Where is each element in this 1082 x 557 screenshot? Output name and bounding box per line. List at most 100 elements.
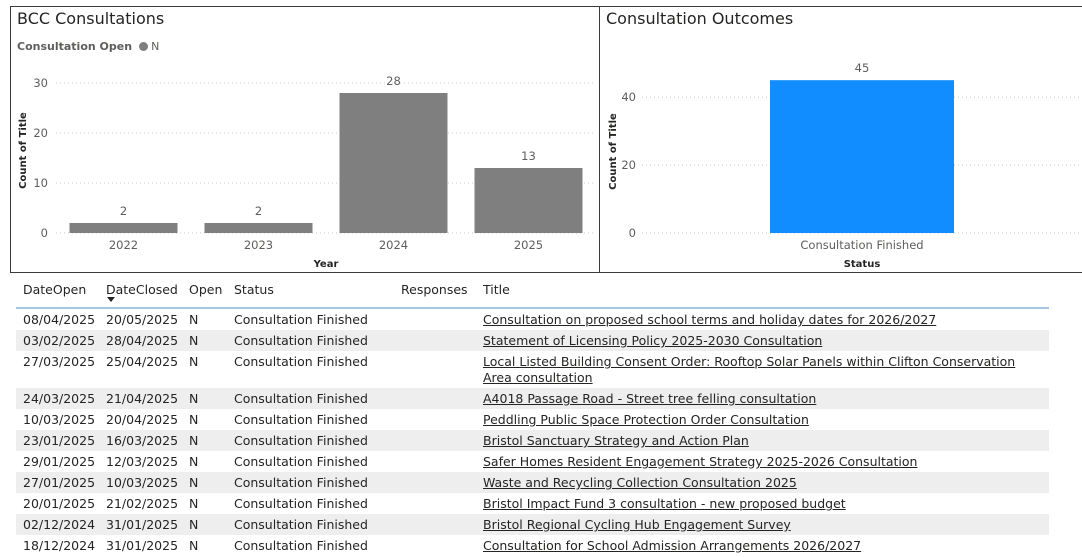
- cell-title[interactable]: Peddling Public Space Protection Order C…: [476, 409, 1049, 430]
- title-link[interactable]: Waste and Recycling Collection Consultat…: [483, 475, 797, 490]
- column-header-dateopen[interactable]: DateOpen: [23, 282, 87, 297]
- column-header-status[interactable]: Status: [234, 282, 274, 297]
- legend-item[interactable]: N: [151, 40, 160, 53]
- cell-dateclosed: 10/03/2025: [106, 475, 179, 490]
- column-header-dateclosed[interactable]: DateClosed: [99, 276, 182, 308]
- cell-dateclosed: 31/01/2025: [106, 538, 179, 553]
- table-row[interactable]: 18/12/2024 31/01/2025 N Consultation Finish…: [16, 535, 1049, 556]
- cell-responses: [394, 535, 476, 556]
- y-axis-title: Count of Title: [18, 112, 29, 189]
- cell-status: Consultation Finished: [234, 496, 368, 511]
- title-link[interactable]: Bristol Sanctuary Strategy and Action Pl…: [483, 433, 749, 448]
- bar[interactable]: [69, 223, 178, 233]
- consultations-table: DateOpen DateClosed Open Status Response…: [16, 276, 1049, 556]
- cell-title[interactable]: Consultation for School Admission Arrang…: [476, 535, 1049, 556]
- column-header-title[interactable]: Title: [483, 282, 510, 297]
- data-label: 2: [120, 204, 127, 218]
- cell-open: N: [189, 412, 199, 427]
- cell-responses: [394, 308, 476, 330]
- y-tick-label: 0: [629, 226, 636, 240]
- bar[interactable]: [474, 168, 583, 233]
- cell-dateopen: 24/03/2025: [23, 391, 96, 406]
- bar[interactable]: [339, 93, 448, 233]
- data-label: 45: [855, 61, 870, 75]
- cell-dateopen: 27/03/2025: [23, 354, 96, 369]
- table-row[interactable]: 27/03/2025 25/04/2025 N Consultation Finish…: [16, 351, 1049, 388]
- cell-dateclosed: 20/04/2025: [106, 412, 179, 427]
- consultation-outcomes-visual[interactable]: Consultation Outcomes 0 20 40 45 Consultatio…: [599, 6, 1082, 273]
- x-tick-label: Consultation Finished: [800, 238, 923, 252]
- data-label: 13: [521, 149, 536, 163]
- table-row[interactable]: 24/03/2025 21/04/2025 N Consultation Finish…: [16, 388, 1049, 409]
- table-row[interactable]: 29/01/2025 12/03/2025 N Consultation Finish…: [16, 451, 1049, 472]
- cell-open: N: [189, 391, 199, 406]
- bar[interactable]: [204, 223, 313, 233]
- cell-responses: [394, 430, 476, 451]
- x-axis-title: Year: [313, 259, 339, 270]
- cell-status: Consultation Finished: [234, 333, 368, 348]
- table-row[interactable]: 10/03/2025 20/04/2025 N Consultation Finish…: [16, 409, 1049, 430]
- table-row[interactable]: 27/01/2025 10/03/2025 N Consultation Finish…: [16, 472, 1049, 493]
- cell-title[interactable]: A4018 Passage Road - Street tree felling…: [476, 388, 1049, 409]
- title-link[interactable]: Safer Homes Resident Engagement Strategy…: [483, 454, 918, 469]
- title-link[interactable]: Consultation on proposed school terms an…: [483, 312, 937, 327]
- bar-chart-status: 0 20 40 45 Consultation Finished Status Count …: [608, 61, 1082, 270]
- y-axis-title: Count of Title: [608, 113, 619, 190]
- cell-responses: [394, 351, 476, 388]
- title-link[interactable]: Bristol Regional Cycling Hub Engagement …: [483, 517, 791, 532]
- legend-title: Consultation Open: [17, 40, 133, 53]
- cell-title[interactable]: Bristol Impact Fund 3 consultation - new…: [476, 493, 1049, 514]
- title-link[interactable]: Peddling Public Space Protection Order C…: [483, 412, 809, 427]
- cell-title[interactable]: Local Listed Building Consent Order: Roo…: [476, 351, 1049, 388]
- bcc-consultations-visual[interactable]: BCC Consultations Consultation Open N 0 10…: [10, 6, 600, 273]
- title-link[interactable]: A4018 Passage Road - Street tree felling…: [483, 391, 817, 406]
- cell-status: Consultation Finished: [234, 391, 368, 406]
- table-row[interactable]: 08/04/2025 20/05/2025 N Consultation Finish…: [16, 308, 1049, 330]
- cell-dateclosed: 25/04/2025: [106, 354, 179, 369]
- table-row[interactable]: 20/01/2025 21/02/2025 N Consultation Finish…: [16, 493, 1049, 514]
- cell-title[interactable]: Bristol Sanctuary Strategy and Action Pl…: [476, 430, 1049, 451]
- cell-title[interactable]: Statement of Licensing Policy 2025-2030 …: [476, 330, 1049, 351]
- cell-title[interactable]: Consultation on proposed school terms an…: [476, 308, 1049, 330]
- x-tick-label: 2022: [109, 238, 138, 252]
- cell-status: Consultation Finished: [234, 475, 368, 490]
- cell-open: N: [189, 433, 199, 448]
- cell-open: N: [189, 312, 199, 327]
- title-link[interactable]: Statement of Licensing Policy 2025-2030 …: [483, 333, 823, 348]
- column-header-responses[interactable]: Responses: [401, 282, 468, 297]
- cell-responses: [394, 493, 476, 514]
- cell-open: N: [189, 354, 199, 369]
- cell-title[interactable]: Safer Homes Resident Engagement Strategy…: [476, 451, 1049, 472]
- cell-open: N: [189, 333, 199, 348]
- cell-dateclosed: 31/01/2025: [106, 517, 179, 532]
- data-label: 28: [386, 74, 401, 88]
- cell-dateclosed: 28/04/2025: [106, 333, 179, 348]
- consultations-table-visual[interactable]: DateOpen DateClosed Open Status Response…: [10, 276, 1082, 557]
- cell-responses: [394, 451, 476, 472]
- table-row[interactable]: 02/12/2024 31/01/2025 N Consultation Finish…: [16, 514, 1049, 535]
- column-header-open[interactable]: Open: [189, 282, 223, 297]
- cell-open: N: [189, 475, 199, 490]
- cell-responses: [394, 472, 476, 493]
- cell-title[interactable]: Waste and Recycling Collection Consultat…: [476, 472, 1049, 493]
- cell-dateopen: 18/12/2024: [23, 538, 96, 553]
- title-link[interactable]: Bristol Impact Fund 3 consultation - new…: [483, 496, 846, 511]
- bar[interactable]: [770, 80, 954, 233]
- title-link[interactable]: Consultation for School Admission Arrang…: [483, 538, 862, 553]
- table-row[interactable]: 03/02/2025 28/04/2025 N Consultation Finish…: [16, 330, 1049, 351]
- cell-dateopen: 02/12/2024: [23, 517, 96, 532]
- title-link[interactable]: Local Listed Building Consent Order: Roo…: [483, 354, 1016, 385]
- cell-open: N: [189, 454, 199, 469]
- table-row[interactable]: 23/01/2025 16/03/2025 N Consultation Finish…: [16, 430, 1049, 451]
- y-tick-label: 20: [621, 158, 636, 172]
- cell-dateopen: 23/01/2025: [23, 433, 96, 448]
- cell-title[interactable]: Bristol Regional Cycling Hub Engagement …: [476, 514, 1049, 535]
- cell-status: Consultation Finished: [234, 517, 368, 532]
- y-tick-label: 40: [621, 90, 636, 104]
- cell-dateopen: 27/01/2025: [23, 475, 96, 490]
- x-axis-title: Status: [844, 259, 881, 270]
- cell-open: N: [189, 496, 199, 511]
- sort-descending-icon: [107, 297, 115, 302]
- bar-chart-years: 0 10 20 30 2 2022 2 2023 28 2024 13 2025 Year Count o…: [18, 74, 596, 270]
- table-header-row: DateOpen DateClosed Open Status Response…: [16, 276, 1049, 308]
